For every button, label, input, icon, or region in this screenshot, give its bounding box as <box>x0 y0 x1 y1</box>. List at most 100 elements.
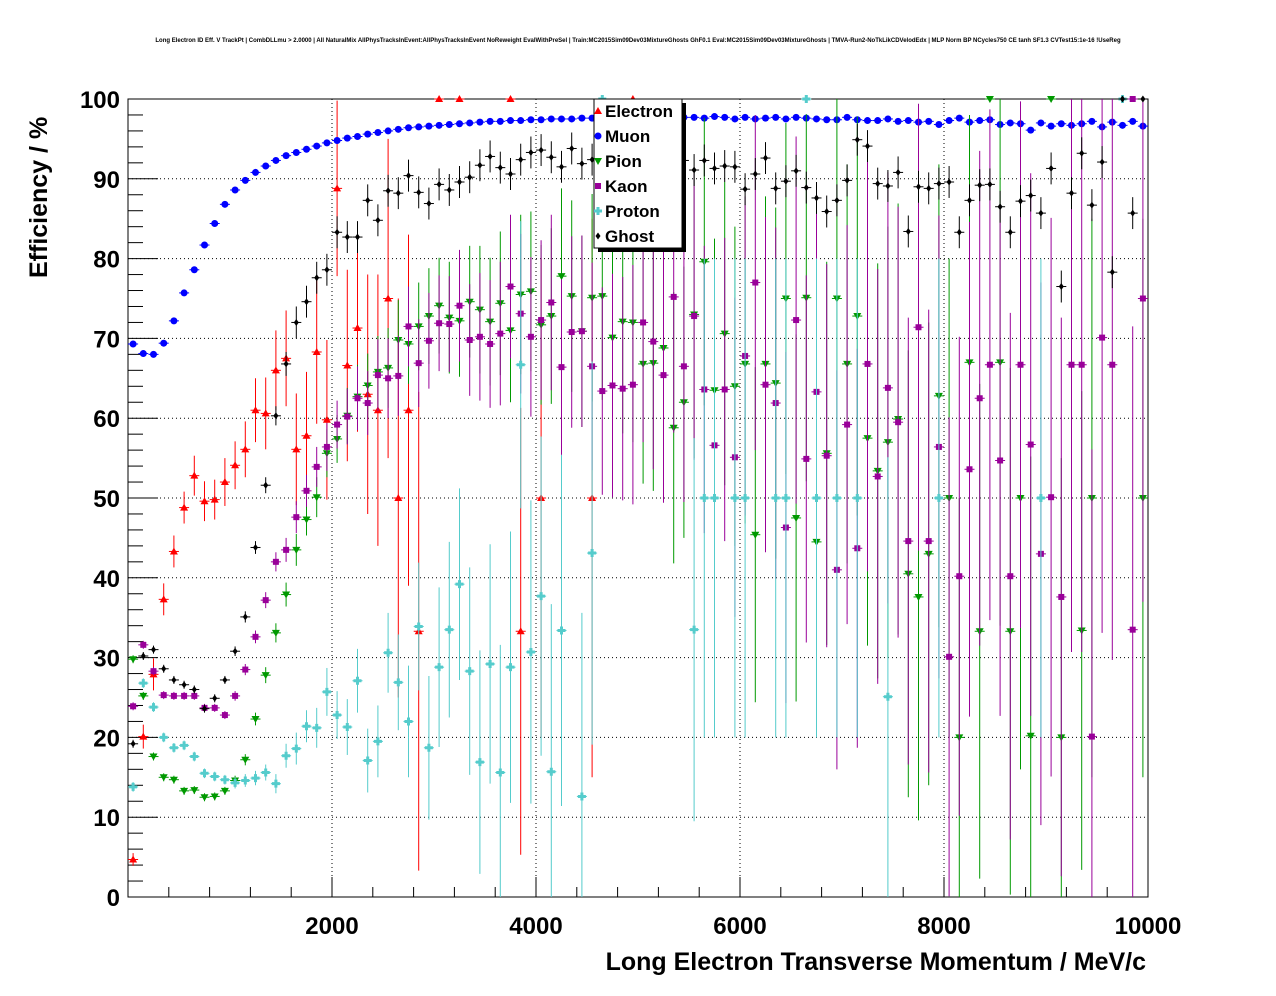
muon-point <box>1027 126 1035 134</box>
kaon-point <box>160 692 167 699</box>
proton-point <box>220 775 229 784</box>
x-tick-label: 10000 <box>1115 913 1182 940</box>
ghost-point <box>763 154 768 162</box>
muon-point <box>333 136 341 144</box>
kaon-point <box>385 375 392 382</box>
muon-point <box>1006 119 1014 127</box>
y-tick-label: 60 <box>93 406 120 433</box>
ghost-point <box>589 156 595 164</box>
muon-point <box>537 116 545 124</box>
kaon-point <box>1078 361 1085 368</box>
electron-point <box>322 415 331 423</box>
muon-point <box>792 113 800 121</box>
ghost-point <box>528 148 534 156</box>
kaon-point <box>895 419 902 426</box>
kaon-point <box>466 336 473 343</box>
muon-point <box>925 117 933 125</box>
electron-point <box>384 294 393 302</box>
muon-point <box>904 117 912 125</box>
kaon-point <box>140 641 147 648</box>
ghost-point <box>946 178 952 186</box>
chart-title: Long Electron ID Eff. V TrackPt | CombDL… <box>155 38 1121 44</box>
proton-point <box>353 676 362 685</box>
pion-point <box>210 793 219 801</box>
proton-point <box>129 782 138 791</box>
kaon-point <box>629 381 636 388</box>
kaon-point <box>293 514 300 521</box>
proton-point <box>486 659 495 668</box>
proton-point <box>435 663 444 672</box>
pion-point <box>312 494 321 502</box>
muon-point <box>578 114 586 122</box>
data-series <box>128 95 1148 897</box>
electron-point <box>261 409 270 417</box>
pion-point <box>241 756 250 764</box>
kaon-point <box>130 703 137 710</box>
proton-point <box>241 776 250 785</box>
muon-point <box>517 117 525 125</box>
legend-entry-muon: Muon <box>594 127 650 146</box>
muon-point <box>343 134 351 142</box>
muon-point <box>823 116 831 124</box>
ghost-point <box>477 161 483 169</box>
muon-point <box>486 117 494 125</box>
pion-point <box>914 593 923 601</box>
muon-point <box>456 120 463 128</box>
proton-point <box>169 743 178 752</box>
ghost-point <box>467 173 473 181</box>
pion-point <box>180 787 189 795</box>
proton-point <box>404 717 413 726</box>
proton-point <box>934 494 943 502</box>
kaon-point <box>1058 593 1065 600</box>
proton-point <box>200 769 209 778</box>
kaon-point <box>507 283 514 290</box>
ghost-point <box>1089 201 1095 209</box>
muon-point <box>252 168 259 176</box>
ghost-point <box>701 156 707 164</box>
pion-point <box>292 546 301 554</box>
muon-point <box>313 142 321 150</box>
ghost-point <box>365 196 371 204</box>
proton-point <box>812 494 821 502</box>
ghost-point <box>344 233 350 241</box>
kaon-point <box>1129 626 1136 633</box>
kaon-point <box>1129 96 1136 102</box>
kaon-point <box>660 372 667 379</box>
kaon-point <box>344 413 351 420</box>
ghost-point <box>773 184 779 192</box>
ghost-point <box>732 163 738 171</box>
proton-point <box>802 95 811 103</box>
electron-point <box>210 495 219 503</box>
ghost-point <box>181 681 187 689</box>
kaon-point <box>986 361 993 368</box>
kaon-point <box>874 473 881 480</box>
ghost-point <box>742 185 748 193</box>
kaon-point <box>1027 441 1034 448</box>
muon-point <box>292 148 300 156</box>
kaon-point <box>425 337 432 344</box>
legend-entry-pion: Pion <box>594 152 642 171</box>
proton-point <box>557 626 566 635</box>
muon-point <box>190 266 198 274</box>
proton-point <box>577 792 586 801</box>
proton-point <box>496 768 505 777</box>
ghost-point <box>865 142 870 150</box>
proton-point <box>343 723 352 732</box>
muon-point <box>741 113 749 121</box>
proton-point <box>139 679 148 688</box>
ghost-point <box>355 233 360 241</box>
y-tick-label: 30 <box>93 646 120 673</box>
electron-point <box>292 445 301 453</box>
x-tick-label: 4000 <box>509 913 562 940</box>
proton-point <box>445 625 454 634</box>
ghost-point <box>426 200 432 208</box>
proton-point <box>526 648 535 657</box>
proton-point <box>883 692 892 701</box>
kaon-point <box>364 400 371 407</box>
ghost-point <box>793 167 799 175</box>
ghost-point <box>324 266 330 274</box>
ghost-point <box>416 188 422 196</box>
muon-point <box>1119 121 1126 129</box>
kaon-point <box>925 538 932 545</box>
